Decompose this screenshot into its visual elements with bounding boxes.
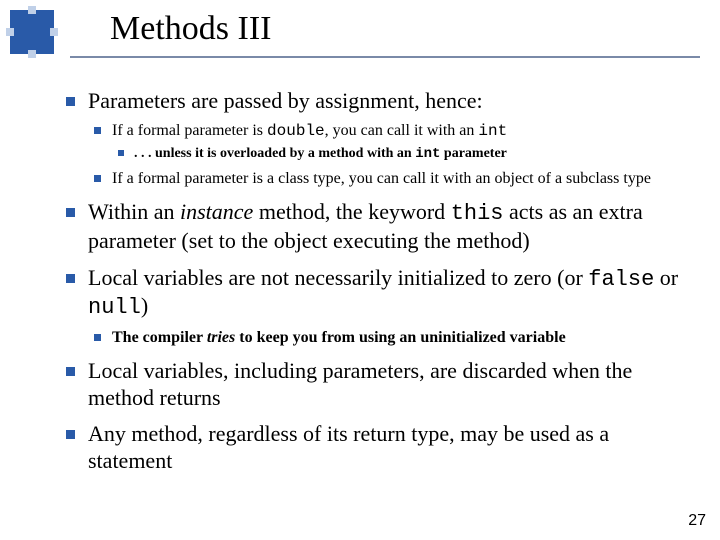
bullet-lvl1: Within an instance method, the keyword t… [60, 199, 696, 255]
text: Local variables are not necessarily init… [88, 265, 588, 290]
bullet-lvl2: The compiler tries to keep you from usin… [88, 328, 696, 348]
text: The compiler [112, 329, 207, 346]
text: Local variables, including parameters, a… [88, 358, 632, 410]
corner-ornament [10, 10, 54, 54]
text: or [654, 265, 678, 290]
code-text: int [478, 122, 507, 140]
slide: Methods III Parameters are passed by ass… [0, 0, 720, 540]
text: If a formal parameter is [112, 122, 267, 139]
text: ) [141, 293, 148, 318]
code-text: int [415, 146, 440, 162]
text: to keep you from using an uninitialized … [235, 329, 565, 346]
text: Within an [88, 199, 180, 224]
page-number: 27 [688, 512, 706, 530]
text: Any method, regardless of its return typ… [88, 421, 609, 473]
text: If a formal parameter is a class type, y… [112, 170, 651, 187]
text: method, the keyword [253, 199, 450, 224]
italic-text: instance [180, 199, 253, 224]
slide-title: Methods III [110, 10, 271, 48]
text: , you can call it with an [325, 122, 479, 139]
bullet-lvl3: . . . unless it is overloaded by a metho… [112, 145, 696, 163]
title-underline [70, 56, 700, 58]
italic-text: tries [207, 329, 235, 346]
code-text: this [451, 201, 504, 226]
code-text: null [88, 295, 141, 320]
code-text: false [588, 267, 654, 292]
bullet-lvl2: If a formal parameter is a class type, y… [88, 169, 696, 189]
text: . . . unless it is overloaded by a metho… [134, 146, 415, 161]
text: Parameters are passed by assignment, hen… [88, 88, 483, 113]
bullet-lvl1: Local variables, including parameters, a… [60, 358, 696, 412]
bullet-lvl1: Local variables are not necessarily init… [60, 265, 696, 348]
bullet-lvl2: If a formal parameter is double, you can… [88, 121, 696, 164]
bullet-lvl1: Any method, regardless of its return typ… [60, 421, 696, 475]
text: parameter [440, 146, 506, 161]
bullet-lvl1: Parameters are passed by assignment, hen… [60, 88, 696, 189]
body-content: Parameters are passed by assignment, hen… [60, 88, 696, 485]
code-text: double [267, 122, 325, 140]
